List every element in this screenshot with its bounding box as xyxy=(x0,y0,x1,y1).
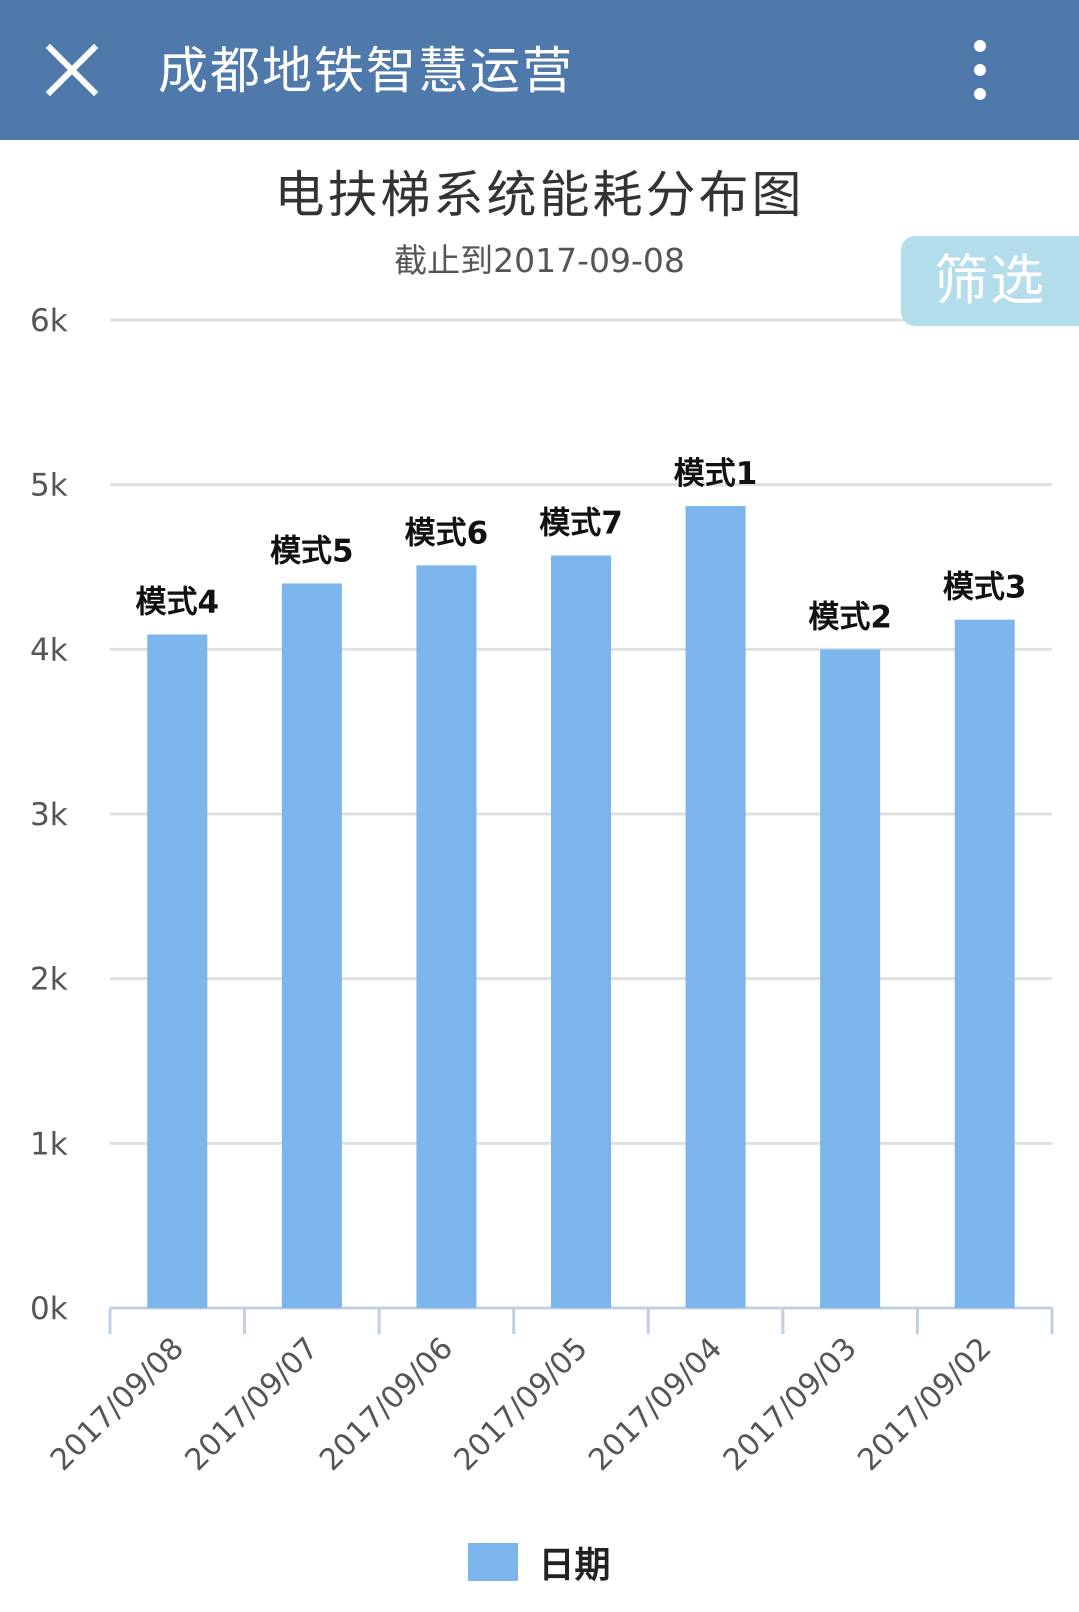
bar-chart: 0k 1k 2k 3k 4k 5k 6k 模式4 2017/09/08 模式5 2017/09/07… xyxy=(30,303,1054,1478)
bar xyxy=(820,649,881,1308)
data-label: 模式4 xyxy=(135,585,219,621)
data-label: 模式1 xyxy=(674,456,758,492)
data-label: 模式6 xyxy=(405,515,489,551)
chart-subtitle: 截止到2017-09-08 xyxy=(394,241,685,280)
x-tick-label: 2017/09/04 xyxy=(582,1331,729,1478)
y-tick-label: 3k xyxy=(30,797,68,833)
x-tick-label: 2017/09/03 xyxy=(717,1331,864,1478)
legend-swatch xyxy=(468,1543,519,1581)
bar xyxy=(551,555,611,1308)
filter-button[interactable]: 筛选 xyxy=(901,236,1079,326)
close-button[interactable] xyxy=(36,34,108,106)
app-header: 成都地铁智慧运营 xyxy=(0,0,1079,140)
x-tick-label: 2017/09/06 xyxy=(313,1331,460,1478)
y-tick-label: 4k xyxy=(30,632,68,668)
y-tick-label: 0k xyxy=(30,1291,68,1327)
legend[interactable]: 日期 xyxy=(0,1532,1079,1592)
bar xyxy=(147,634,208,1308)
close-icon xyxy=(45,43,99,97)
data-label: 模式2 xyxy=(808,599,892,635)
bar xyxy=(685,506,746,1308)
x-tick-label: 2017/09/08 xyxy=(44,1331,191,1478)
bar xyxy=(954,619,1015,1308)
chart-title: 电扶梯系统能耗分布图 xyxy=(274,166,805,224)
x-tick-label: 2017/09/07 xyxy=(178,1331,325,1478)
legend-label: 日期 xyxy=(538,1545,611,1586)
x-tick-label: 2017/09/02 xyxy=(851,1331,998,1478)
bar xyxy=(281,583,342,1308)
data-label: 模式3 xyxy=(943,570,1027,606)
bar xyxy=(416,565,477,1308)
y-tick-label: 5k xyxy=(30,468,68,504)
data-label: 模式7 xyxy=(539,505,623,541)
more-options-button[interactable] xyxy=(950,30,1010,110)
app-title: 成都地铁智慧运营 xyxy=(158,42,574,100)
y-tick-label: 1k xyxy=(30,1126,68,1162)
more-vertical-icon xyxy=(974,40,986,52)
y-tick-label: 6k xyxy=(30,303,68,339)
data-label: 模式5 xyxy=(270,533,354,569)
x-tick-label: 2017/09/05 xyxy=(448,1331,595,1478)
y-tick-label: 2k xyxy=(30,962,68,998)
